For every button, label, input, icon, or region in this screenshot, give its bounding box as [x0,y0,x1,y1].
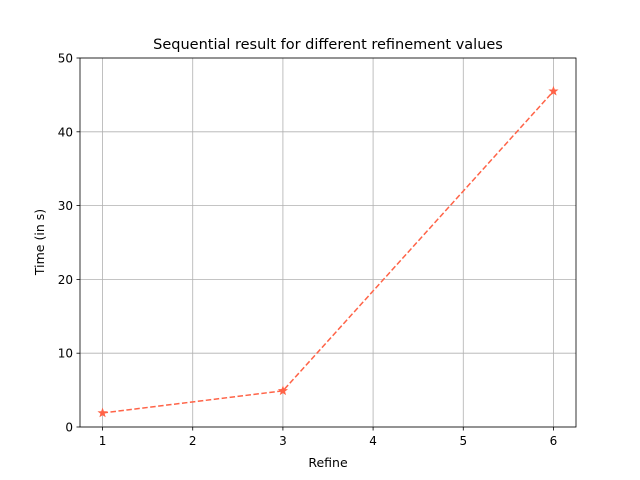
y-axis-label: Time (in s) [32,209,47,276]
x-tick-label: 4 [369,434,377,448]
y-tick-label: 30 [58,199,73,213]
data-point-star [548,85,559,96]
x-tick-label: 1 [99,434,107,448]
x-tick-label: 6 [550,434,558,448]
x-axis-ticks: 1 2 3 4 5 6 [99,427,558,448]
series-line [102,90,555,414]
y-axis-ticks: 0 10 20 30 40 50 [58,52,80,435]
x-tick-label: 5 [459,434,467,448]
x-tick-label: 2 [189,434,197,448]
series [97,85,559,418]
y-tick-label: 0 [65,421,73,435]
axes-frame [79,57,577,428]
x-tick-label: 3 [279,434,287,448]
y-tick-label: 10 [58,347,73,361]
y-tick-label: 40 [58,125,73,139]
chart-title: Sequential result for different refineme… [153,37,503,53]
y-tick-label: 50 [58,52,73,66]
y-tick-label: 20 [58,273,73,287]
data-point-star [97,407,108,418]
data-point-star [277,385,288,396]
x-axis-label: Refine [308,455,348,470]
